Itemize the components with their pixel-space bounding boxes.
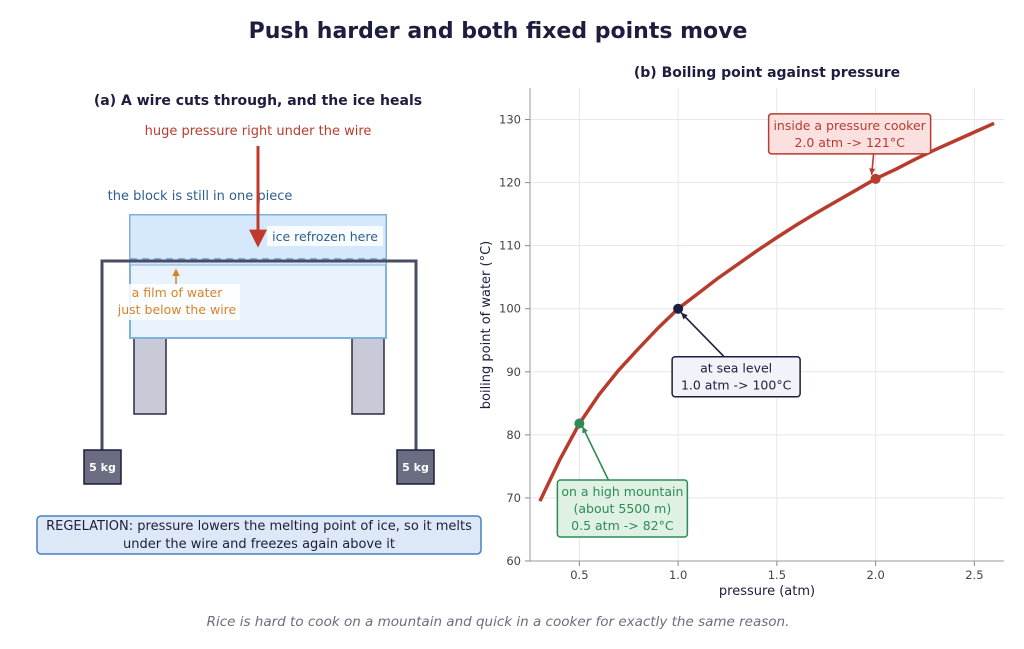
annotation-arrow	[680, 312, 725, 358]
block-label: the block is still in one piece	[108, 189, 293, 204]
refrozen-label-box	[267, 226, 383, 246]
film-label-box	[114, 284, 240, 320]
annotation-text: inside a pressure cooker	[773, 118, 926, 133]
x-tick-label: 0.5	[570, 568, 588, 582]
y-tick-label: 60	[506, 554, 521, 568]
pressure-label: huge pressure right under the wire	[145, 124, 372, 139]
weight-right	[396, 449, 435, 485]
panel-a-title: (a) A wire cuts through, and the ice hea…	[94, 93, 422, 109]
annotation-text: 2.0 atm -> 121°C	[794, 135, 905, 150]
y-tick-label: 130	[499, 113, 521, 127]
support-post-left	[133, 337, 167, 415]
chart-series	[538, 121, 995, 502]
support-post-right	[351, 337, 385, 415]
regelation-summary-box	[36, 515, 482, 555]
annotation-text: 1.0 atm -> 100°C	[681, 378, 792, 393]
annotation-arrowhead	[869, 168, 876, 175]
y-tick-label: 90	[506, 365, 521, 379]
boiling-point-curve	[538, 121, 995, 502]
y-tick-label: 110	[499, 239, 521, 253]
chart-axes: 0.5 1.0 1.5 2.0 2.5 60 70 80 90 100 110 120 130	[499, 88, 1004, 582]
figure-title: Push harder and both fixed points move	[249, 19, 748, 44]
weight-left	[83, 449, 122, 485]
data-point-marker	[673, 303, 684, 314]
film-label-line1: a film of water	[132, 285, 224, 300]
annotation-box	[556, 479, 689, 538]
figure-caption: Rice is hard to cook on a mountain and q…	[207, 614, 790, 630]
boiling-point-chart: (b) Boiling point against pressure press…	[479, 65, 1004, 599]
regelation-summary-line2: under the wire and freezes again above i…	[123, 537, 395, 552]
weight-left-label: 5 kg	[89, 461, 116, 474]
x-tick-label: 1.5	[768, 568, 786, 582]
annotation-text: at sea level	[700, 361, 772, 376]
panel-a: (a) A wire cuts through, and the ice hea…	[36, 93, 482, 555]
chart-annotations: on a high mountain (about 5500 m) 0.5 atm …	[556, 113, 932, 538]
x-tick-label: 1.0	[669, 568, 687, 582]
regelation-summary-line1: REGELATION: pressure lowers the melting …	[46, 519, 472, 534]
annotation-box	[671, 355, 801, 398]
film-label-line2: just below the wire	[117, 302, 237, 317]
x-tick-label: 2.0	[866, 568, 884, 582]
annotation-arrowhead	[681, 312, 688, 320]
chart-y-axis-label: boiling point of water (°C)	[479, 241, 494, 410]
weight-right-label: 5 kg	[402, 461, 429, 474]
data-point-marker	[574, 418, 585, 429]
annotation-arrowhead	[582, 426, 588, 434]
chart-title: (b) Boiling point against pressure	[634, 65, 900, 81]
annotation-text: (about 5500 m)	[573, 501, 671, 516]
chart-x-axis-label: pressure (atm)	[719, 584, 815, 599]
y-tick-label: 80	[506, 428, 521, 442]
annotation-text: 0.5 atm -> 82°C	[571, 518, 674, 533]
refrozen-label: ice refrozen here	[272, 229, 378, 244]
x-tick-label: 2.5	[965, 568, 983, 582]
y-tick-label: 100	[499, 302, 521, 316]
y-tick-label: 70	[506, 491, 521, 505]
annotation-arrow	[581, 426, 610, 481]
annotation-box	[767, 113, 932, 155]
data-point-marker	[870, 173, 881, 184]
y-tick-label: 120	[499, 176, 521, 190]
wire	[100, 259, 418, 450]
annotation-text: on a high mountain	[561, 484, 683, 499]
